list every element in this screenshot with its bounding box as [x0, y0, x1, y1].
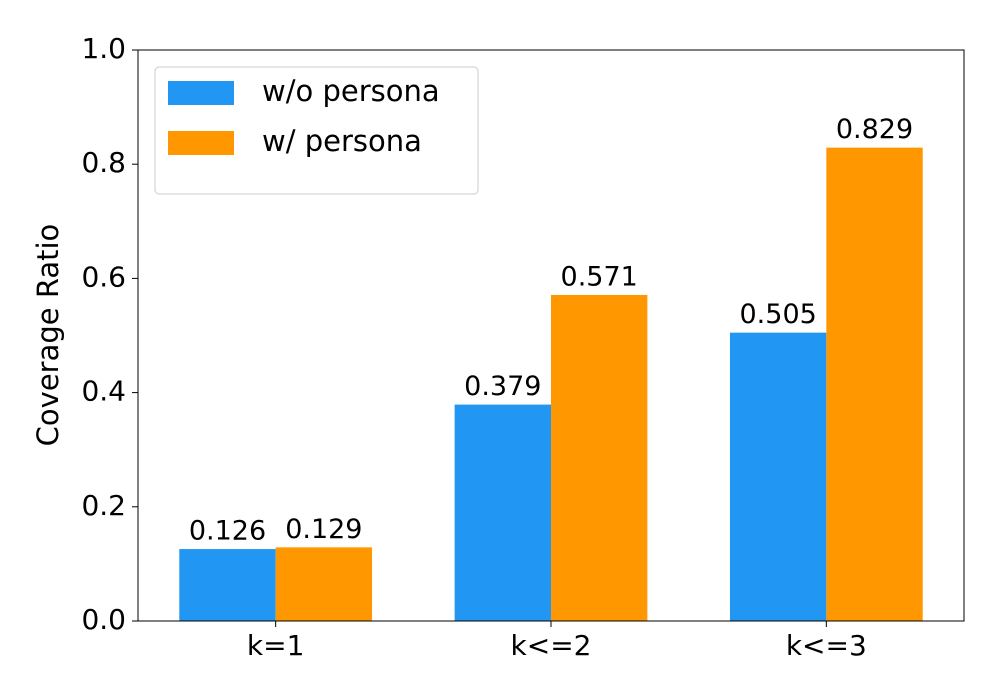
x-tick-label: k<=2: [511, 629, 592, 662]
plot-frame: [137, 49, 965, 622]
y-axis-label: Coverage Ratio: [31, 224, 65, 447]
y-tick-label: 1.0: [81, 32, 126, 65]
y-tick-label: 0.4: [81, 375, 126, 408]
value-label: 0.379: [464, 371, 541, 402]
bar: [551, 294, 648, 621]
legend-swatch: [168, 131, 234, 155]
value-label: 0.129: [285, 514, 362, 545]
y-tick-label: 0.0: [81, 603, 126, 636]
bar: [179, 549, 276, 621]
value-label: 0.505: [740, 299, 817, 330]
y-tick-label: 0.2: [81, 489, 126, 522]
value-label: 0.829: [836, 114, 913, 145]
x-tick-label: k=1: [247, 629, 305, 662]
bar: [275, 547, 373, 621]
value-label: 0.571: [561, 261, 638, 292]
bar: [729, 332, 827, 621]
bar: [826, 147, 923, 622]
legend-swatch: [168, 81, 234, 105]
y-tick-label: 0.6: [81, 260, 126, 293]
bar: [454, 404, 551, 621]
legend-label: w/o persona: [262, 74, 440, 108]
x-tick-label: k<=3: [786, 629, 867, 662]
legend-box: [154, 66, 479, 195]
legend-label: w/ persona: [262, 124, 422, 158]
y-tick-label: 0.8: [81, 146, 126, 179]
value-label: 0.126: [189, 516, 266, 547]
